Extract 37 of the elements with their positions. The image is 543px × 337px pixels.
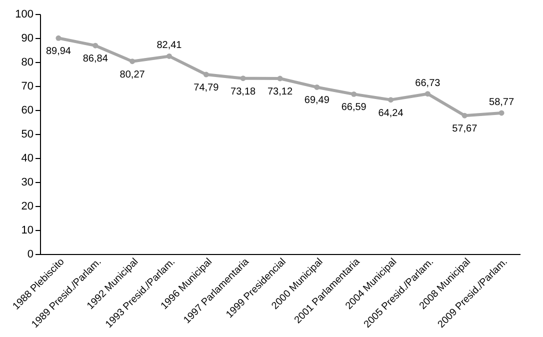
- text: 73,18: [230, 86, 256, 98]
- point: [56, 35, 62, 41]
- y-tick-label: 80: [21, 56, 34, 68]
- text: 74,79: [194, 82, 219, 94]
- text: 86,84: [82, 54, 108, 65]
- point: [203, 72, 209, 78]
- text: 58,77: [489, 96, 514, 108]
- y-tick-label: 60: [21, 104, 34, 116]
- text: 66,59: [341, 102, 366, 114]
- y-tick-label: 50: [21, 128, 34, 140]
- y-tick-label: 40: [21, 152, 34, 164]
- point: [92, 42, 98, 48]
- y-tick-label: 0: [27, 248, 34, 260]
- y-tick-label: 90: [21, 32, 34, 44]
- point: [498, 110, 504, 116]
- point: [462, 112, 468, 118]
- text: 82,41: [156, 40, 182, 52]
- point: [314, 84, 320, 90]
- point: [130, 58, 136, 64]
- text: 80,27: [120, 69, 145, 80]
- text: 73,12: [267, 86, 293, 98]
- point: [424, 91, 430, 97]
- y-tick-label: 70: [21, 80, 34, 92]
- text: 66,73: [415, 78, 440, 89]
- y-tick-label: 10: [21, 224, 34, 236]
- y-tick-label: 20: [21, 200, 34, 212]
- point: [388, 97, 394, 103]
- text: 64,24: [378, 108, 404, 119]
- text: 89,94: [46, 46, 71, 58]
- point: [277, 76, 283, 82]
- point: [351, 91, 357, 97]
- point: [166, 53, 172, 59]
- point: [240, 76, 246, 82]
- y-tick-label: 30: [21, 176, 34, 188]
- text: 57,67: [452, 124, 478, 135]
- text: 69,49: [304, 95, 330, 106]
- y-tick-label: 100: [15, 8, 34, 20]
